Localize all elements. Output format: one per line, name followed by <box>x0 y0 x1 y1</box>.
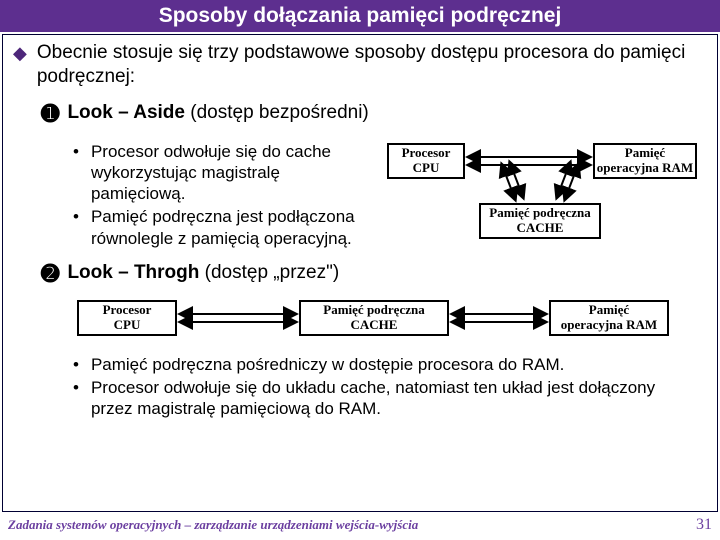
list-item: • Procesor odwołuje się do cache wykorzy… <box>73 141 379 205</box>
main-bullet: ◆ Obecnie stosuje się trzy podstawowe sp… <box>13 41 707 89</box>
section-1-title: Look – Aside (dostęp bezpośredni) <box>67 101 368 126</box>
bullet-text: Procesor odwołuje się do układu cache, n… <box>91 377 697 420</box>
slide-title: Sposoby dołączania pamięci podręcznej <box>159 4 562 27</box>
diagram-box-label: operacyjna RAM <box>595 161 695 176</box>
section-2-title-bold: Look – Throgh <box>67 262 199 283</box>
section-2-title-rest: (dostęp „przez") <box>199 262 339 283</box>
diagram-box-label: Procesor <box>79 303 175 318</box>
diagram-box-label: CACHE <box>481 221 599 236</box>
bullet-icon: • <box>73 377 79 398</box>
bullet-text: Pamięć podręczna pośredniczy w dostępie … <box>91 354 564 375</box>
section-1-body: • Procesor odwołuje się do cache wykorzy… <box>73 141 697 251</box>
diagram-box-label: Pamięć podręczna <box>301 303 447 318</box>
diagram-svg: Procesor CPU Pamięć podręczna CACHE Pami… <box>77 297 669 339</box>
footer-text: Zadania systemów operacyjnych – zarządza… <box>8 517 418 533</box>
diagram-look-aside: Procesor CPU Pamięć operacyjna RAM Pamię… <box>387 141 697 248</box>
slide-footer: Zadania systemów operacyjnych – zarządza… <box>8 516 712 534</box>
slide-header: Sposoby dołączania pamięci podręcznej <box>0 0 720 32</box>
diagram-look-through: Procesor CPU Pamięć podręczna CACHE Pami… <box>77 297 669 344</box>
intro-text: Obecnie stosuje się trzy podstawowe spos… <box>37 41 707 89</box>
diagram-box-label: Procesor <box>389 146 463 161</box>
section-1-title-bold: Look – Aside <box>67 102 185 123</box>
diagram-box-label: Pamięć <box>595 146 695 161</box>
circled-2-icon: ➋ <box>41 261 59 287</box>
page-number: 31 <box>696 516 712 534</box>
section-1-bullets: • Procesor odwołuje się do cache wykorzy… <box>73 141 379 251</box>
list-item: • Pamięć podręczna pośredniczy w dostępi… <box>73 354 697 375</box>
bullet-text: Procesor odwołuje się do cache wykorzyst… <box>91 141 379 205</box>
bullet-icon: • <box>73 354 79 375</box>
circled-1-icon: ➊ <box>41 101 59 127</box>
diagram-box-label: CPU <box>79 318 175 333</box>
section-2-bullets: • Pamięć podręczna pośredniczy w dostępi… <box>73 354 697 420</box>
diagram-svg: Procesor CPU Pamięć operacyjna RAM Pamię… <box>387 141 697 243</box>
diagram-box-label: Pamięć <box>551 303 667 318</box>
section-1-header: ➊ Look – Aside (dostęp bezpośredni) <box>41 101 707 127</box>
section-2-header: ➋ Look – Throgh (dostęp „przez") <box>41 261 707 287</box>
diagram-box-label: CPU <box>389 161 463 176</box>
bullet-icon: • <box>73 141 79 162</box>
slide-content: ◆ Obecnie stosuje się trzy podstawowe sp… <box>2 34 718 512</box>
section-1-title-rest: (dostęp bezpośredni) <box>185 102 369 123</box>
diagram-box-label: Pamięć podręczna <box>481 206 599 221</box>
diamond-icon: ◆ <box>13 43 27 64</box>
section-2-title: Look – Throgh (dostęp „przez") <box>67 261 339 286</box>
bullet-text: Pamięć podręczna jest podłączona równole… <box>91 206 379 249</box>
diagram-box-label: operacyjna RAM <box>551 318 667 333</box>
list-item: • Pamięć podręczna jest podłączona równo… <box>73 206 379 249</box>
bullet-icon: • <box>73 206 79 227</box>
diagram-box-label: CACHE <box>301 318 447 333</box>
list-item: • Procesor odwołuje się do układu cache,… <box>73 377 697 420</box>
